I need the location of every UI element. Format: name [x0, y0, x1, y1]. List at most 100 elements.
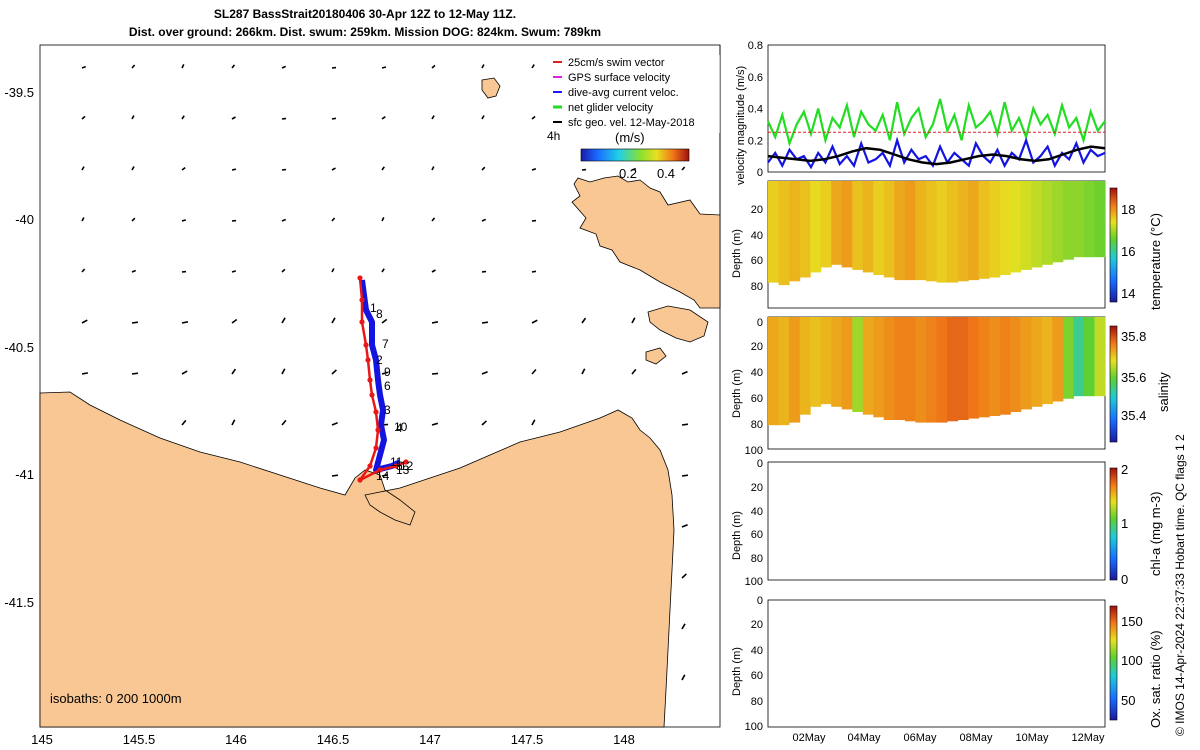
- sfc-vel-arrow: [131, 372, 139, 375]
- sfc-vel-arrow: [181, 64, 185, 69]
- section-cell: [926, 317, 938, 423]
- track-day-label: 3: [384, 403, 391, 417]
- sfc-vel-arrow: [331, 167, 336, 171]
- velocity-series-line: [767, 145, 1106, 166]
- velocity-series-line: [766, 98, 1106, 148]
- ox-ytick-0: 0: [757, 595, 763, 607]
- lon-tick-145: 145: [31, 732, 53, 747]
- oxygen-panel: 0 20 40 60 80 100 Depth (m) 50 100 150 O…: [731, 595, 1163, 733]
- sfc-vel-arrow: [481, 115, 485, 120]
- track-day-label: 14: [376, 469, 390, 483]
- sfc-vel-arrow: [681, 623, 686, 630]
- legend-extra-4h: 4h: [547, 129, 560, 143]
- chla-ytick-60: 60: [751, 529, 763, 541]
- sal-cbar-label: salinity: [1156, 372, 1171, 412]
- velocity-yticks: 0 0.2 0.4 0.6 0.8: [748, 40, 763, 179]
- velocity-ytick: 0: [757, 167, 763, 179]
- lat-tick-41-5: -41.5: [4, 595, 34, 610]
- track-point: [363, 342, 369, 348]
- sfc-vel-arrow: [331, 317, 336, 324]
- legend-label-sfc: sfc geo. vel. 12-May-2018: [568, 117, 695, 129]
- islet-1: [645, 347, 667, 365]
- track-day-label: 2: [376, 353, 383, 367]
- track-point: [357, 477, 363, 483]
- lon-tick-146-5: 146.5: [317, 732, 350, 747]
- temp-ytick-80: 80: [751, 281, 763, 293]
- velocity-ytick: 0.2: [748, 135, 763, 147]
- time-tick-02may: 02May: [792, 732, 826, 744]
- track-point: [369, 392, 375, 398]
- section-cell: [1062, 317, 1074, 399]
- sfc-vel-arrow: [631, 167, 637, 171]
- chla-ytick-40: 40: [751, 506, 763, 518]
- glider-track-blue: [359, 279, 402, 473]
- sfc-vel-arrow: [231, 64, 236, 69]
- sfc-vel-arrow: [231, 270, 237, 273]
- ox-ytick-20: 20: [751, 619, 763, 631]
- sal-ytick-100: 100: [745, 445, 763, 457]
- velocity-lines: [766, 98, 1106, 170]
- section-cell: [904, 181, 916, 281]
- temperature-panel: 20 40 60 80 Depth (m) 14 16 18 temperatu…: [731, 180, 1163, 310]
- sfc-vel-arrow: [681, 524, 688, 528]
- section-cell: [820, 317, 832, 405]
- section-cell: [1041, 317, 1053, 405]
- sfc-vel-arrow: [531, 368, 537, 375]
- section-cell: [1020, 317, 1032, 410]
- sal-cbar-tick-35-4: 35.4: [1121, 408, 1146, 423]
- sfc-vel-arrow: [431, 217, 436, 222]
- ox-ytick-40: 40: [751, 645, 763, 657]
- sfc-vel-arrow: [481, 420, 487, 426]
- sfc-vel-arrow: [381, 318, 388, 324]
- sfc-vel-arrow: [531, 115, 536, 120]
- temp-colorbar: [1109, 187, 1118, 303]
- section-cell: [968, 181, 980, 281]
- sfc-vel-arrow: [531, 270, 537, 273]
- time-tick-12may: 12May: [1071, 732, 1105, 744]
- sfc-vel-arrow: [381, 66, 387, 69]
- ox-ylabel: Depth (m): [731, 647, 743, 696]
- map-lon-ticks: 145 145.5 146 146.5 147 147.5 148: [31, 732, 635, 747]
- velocity-panel: 0 0.2 0.4 0.6 0.8 velocity magnitude (m/s): [735, 40, 1106, 185]
- lat-tick-39-5: -39.5: [4, 85, 34, 100]
- section-cell: [999, 317, 1011, 415]
- chla-ytick-20: 20: [751, 482, 763, 494]
- section-cell: [768, 317, 780, 426]
- section-cell: [1083, 317, 1095, 397]
- section-cell: [1094, 317, 1106, 397]
- speed-colorbar-tick-0-2: 0.2: [619, 166, 637, 181]
- sfc-vel-arrow: [131, 166, 135, 171]
- section-cell: [810, 317, 822, 407]
- title-line2: Dist. over ground: 266km. Dist. swum: 25…: [129, 25, 601, 39]
- glider-track-points: [357, 275, 409, 483]
- section-cell: [1041, 181, 1053, 265]
- sfc-vel-arrow: [81, 319, 88, 324]
- time-tick-08may: 08May: [959, 732, 993, 744]
- sal-ytick-0: 0: [757, 317, 763, 329]
- sfc-vel-arrow: [481, 270, 487, 273]
- section-cell: [883, 181, 895, 278]
- sfc-vel-arrow: [181, 115, 185, 120]
- sfc-vel-arrow: [681, 423, 689, 426]
- section-cell: [999, 181, 1011, 275]
- legend-label-gps: GPS surface velocity: [568, 72, 671, 84]
- sfc-vel-arrow: [81, 372, 89, 375]
- sfc-vel-arrow: [331, 422, 338, 426]
- sfc-vel-arrow: [131, 269, 137, 273]
- sfc-vel-arrow: [431, 321, 439, 324]
- track-day-label: 5: [396, 459, 403, 473]
- lat-tick-40: -40: [15, 212, 34, 227]
- tasmania-land: [39, 391, 675, 728]
- isobath-label: isobaths: 0 200 1000m: [50, 691, 182, 706]
- sfc-vel-arrow: [81, 166, 85, 171]
- sfc-vel-arrow: [381, 371, 389, 375]
- islet-2: [481, 77, 501, 99]
- section-cell: [883, 317, 895, 420]
- sfc-vel-arrow: [681, 166, 686, 171]
- sal-cbar-tick-35-8: 35.8: [1121, 329, 1146, 344]
- section-cell: [862, 181, 874, 273]
- section-cell: [873, 181, 885, 275]
- title-line1: SL287 BassStrait20180406 30-Apr 12Z to 1…: [214, 7, 516, 21]
- section-cell: [1052, 317, 1064, 402]
- chla-frame: [767, 461, 1106, 581]
